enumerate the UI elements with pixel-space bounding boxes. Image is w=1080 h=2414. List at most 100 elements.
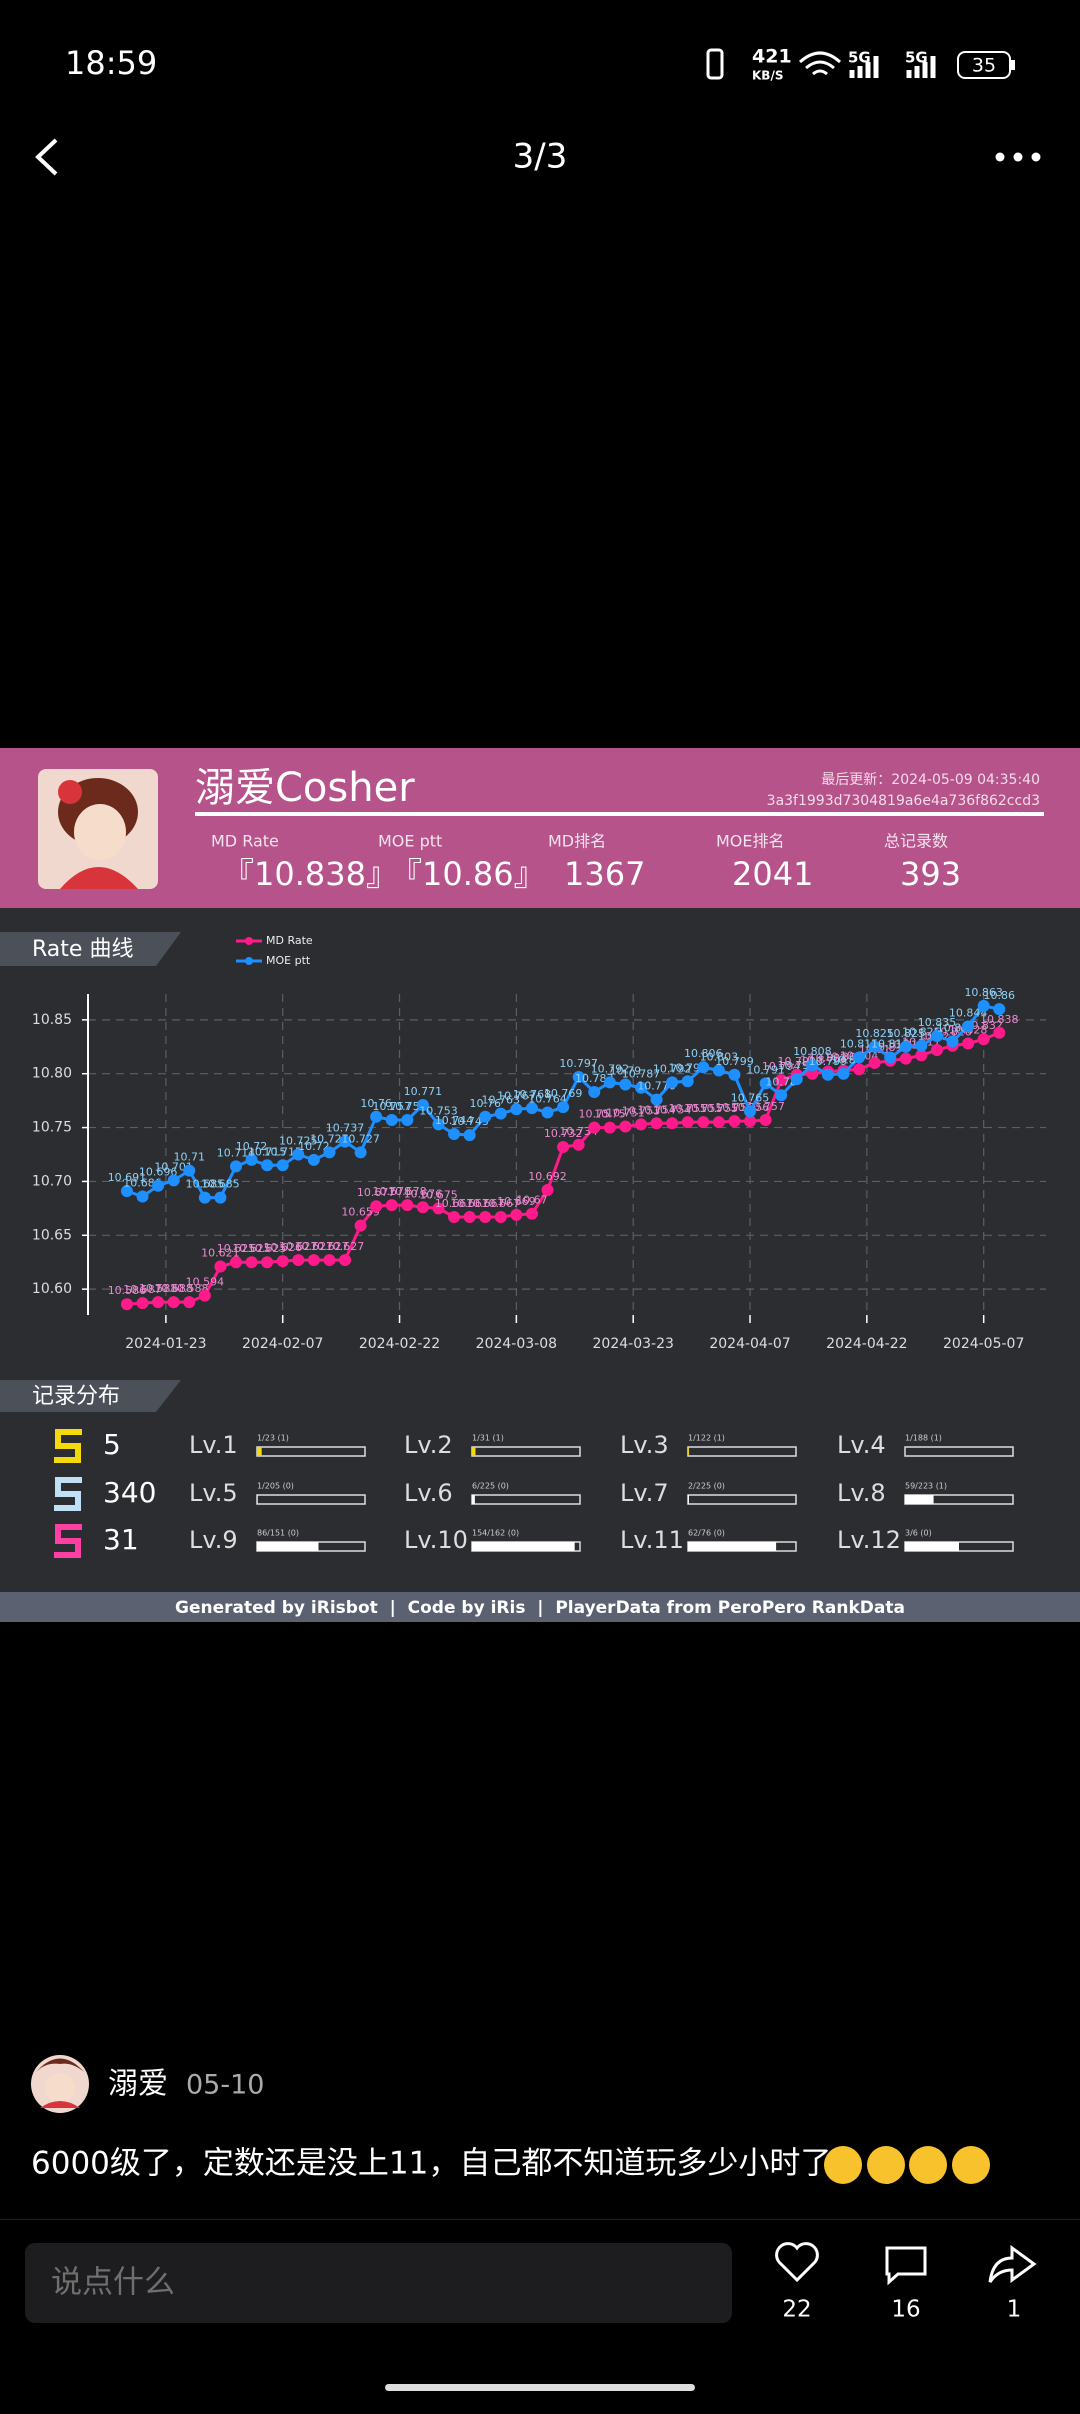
net-unit: KB/S [752,69,783,83]
data-point [930,1030,943,1043]
data-point [292,1148,305,1161]
data-label: 10.727 [341,1132,380,1145]
data-label: 10.692 [528,1170,567,1183]
back-button[interactable] [35,138,58,176]
data-label: 10.696 [139,1166,178,1179]
data-point [245,1153,258,1166]
level-bar-fill [905,1495,934,1504]
data-label: 10.625 [217,1242,256,1255]
data-label: 10.588 [154,1282,193,1295]
level-name: Lv.4 [837,1431,886,1459]
data-label: 10.83 [937,1021,969,1034]
data-label: 10.677 [357,1186,396,1199]
data-point [634,1081,647,1094]
data-point [479,1110,492,1123]
data-point [744,1105,757,1118]
data-label: 10.751 [606,1106,645,1119]
data-label: 10.627 [279,1240,318,1253]
data-label: 10.667 [466,1197,505,1210]
data-label: 10.795 [778,1059,817,1072]
data-label: 10.72 [236,1140,268,1153]
data-label: 10.667 [482,1197,521,1210]
data-point [962,1037,975,1050]
comment-count: 16 [891,2297,920,2323]
data-point [603,1121,616,1134]
data-point [198,1289,211,1302]
more-button[interactable] [995,152,1041,162]
x-tick-label: 2024-04-07 [709,1336,790,1352]
data-point [276,1159,289,1172]
post-date: 05-10 [186,2070,264,2101]
data-label: 10.588 [139,1282,178,1295]
data-point [276,1255,289,1268]
data-label: 10.743 [450,1115,489,1128]
data-label: 10.771 [404,1085,443,1098]
data-point [245,1256,258,1269]
section-title: 记录分布 [32,1384,120,1409]
stat-value: 『10.838』 [222,855,398,893]
level-bar-track [904,1446,1014,1457]
data-point [868,1040,881,1053]
x-tick-label: 2024-01-23 [125,1336,206,1352]
author-avatar[interactable] [31,2055,89,2113]
comment-button[interactable] [885,2246,927,2286]
data-point [884,1051,897,1064]
y-tick-label: 10.85 [32,1012,72,1028]
level-name: Lv.7 [620,1479,669,1507]
data-label: 10.675 [419,1188,458,1201]
data-point [775,1089,788,1102]
level-name: Lv.11 [620,1526,684,1554]
data-point [525,1207,538,1220]
level-progress: 3/6 (0) [905,1529,932,1538]
data-label: 10.755 [700,1102,739,1115]
player-name: 溺爱Cosher [195,765,415,811]
data-label: 10.803 [824,1050,863,1063]
legend-label: MD Rate [266,934,313,947]
data-label: 10.792 [653,1062,692,1075]
data-label: 10.791 [746,1063,785,1076]
data-point [588,1121,601,1134]
data-point [448,1210,461,1223]
level-name: Lv.2 [404,1431,453,1459]
level-progress: 1/188 (1) [905,1434,942,1443]
data-point [183,1164,196,1177]
data-label: 10.755 [668,1102,707,1115]
data-point [853,1051,866,1064]
data-label: 10.737 [326,1122,365,1135]
level-bar-fill [257,1542,319,1551]
data-point [525,1102,538,1115]
data-label: 10.715 [248,1145,287,1158]
data-point [681,1116,694,1129]
comment-input[interactable] [25,2243,732,2323]
data-label: 10.754 [637,1103,676,1116]
data-label: 10.667 [435,1197,474,1210]
like-count: 22 [782,2297,811,2323]
level-bar-fill [905,1447,906,1456]
level-bar-track [256,1494,366,1505]
data-point [307,1254,320,1267]
signal-label: 5G [905,49,928,67]
data-point [401,1114,414,1127]
author-name[interactable]: 溺爱 [108,2067,168,2102]
like-button[interactable] [775,2242,819,2283]
data-point [899,1052,912,1065]
data-point [432,1118,445,1131]
level-progress: 2/225 (0) [688,1482,725,1491]
data-point [510,1103,523,1116]
player-id: 3a3f1993d7304819a6e4a736f862ccd3 [767,793,1040,809]
share-button[interactable] [988,2245,1037,2283]
data-point [557,1101,570,1114]
data-point [292,1254,305,1267]
stat-label: MOE排名 [716,832,785,851]
level-bar-fill [472,1495,475,1504]
y-tick-label: 10.80 [32,1066,72,1082]
data-label: 10.669 [497,1195,536,1208]
input-placeholder: 说点什么 [51,2265,175,2301]
wifi-icon [798,51,842,76]
data-point [183,1296,196,1309]
data-label: 10.75 [579,1108,611,1121]
data-point [993,1003,1006,1016]
level-name: Lv.12 [837,1526,901,1554]
stat-value: 2041 [732,855,813,893]
data-label: 10.825 [855,1027,894,1040]
